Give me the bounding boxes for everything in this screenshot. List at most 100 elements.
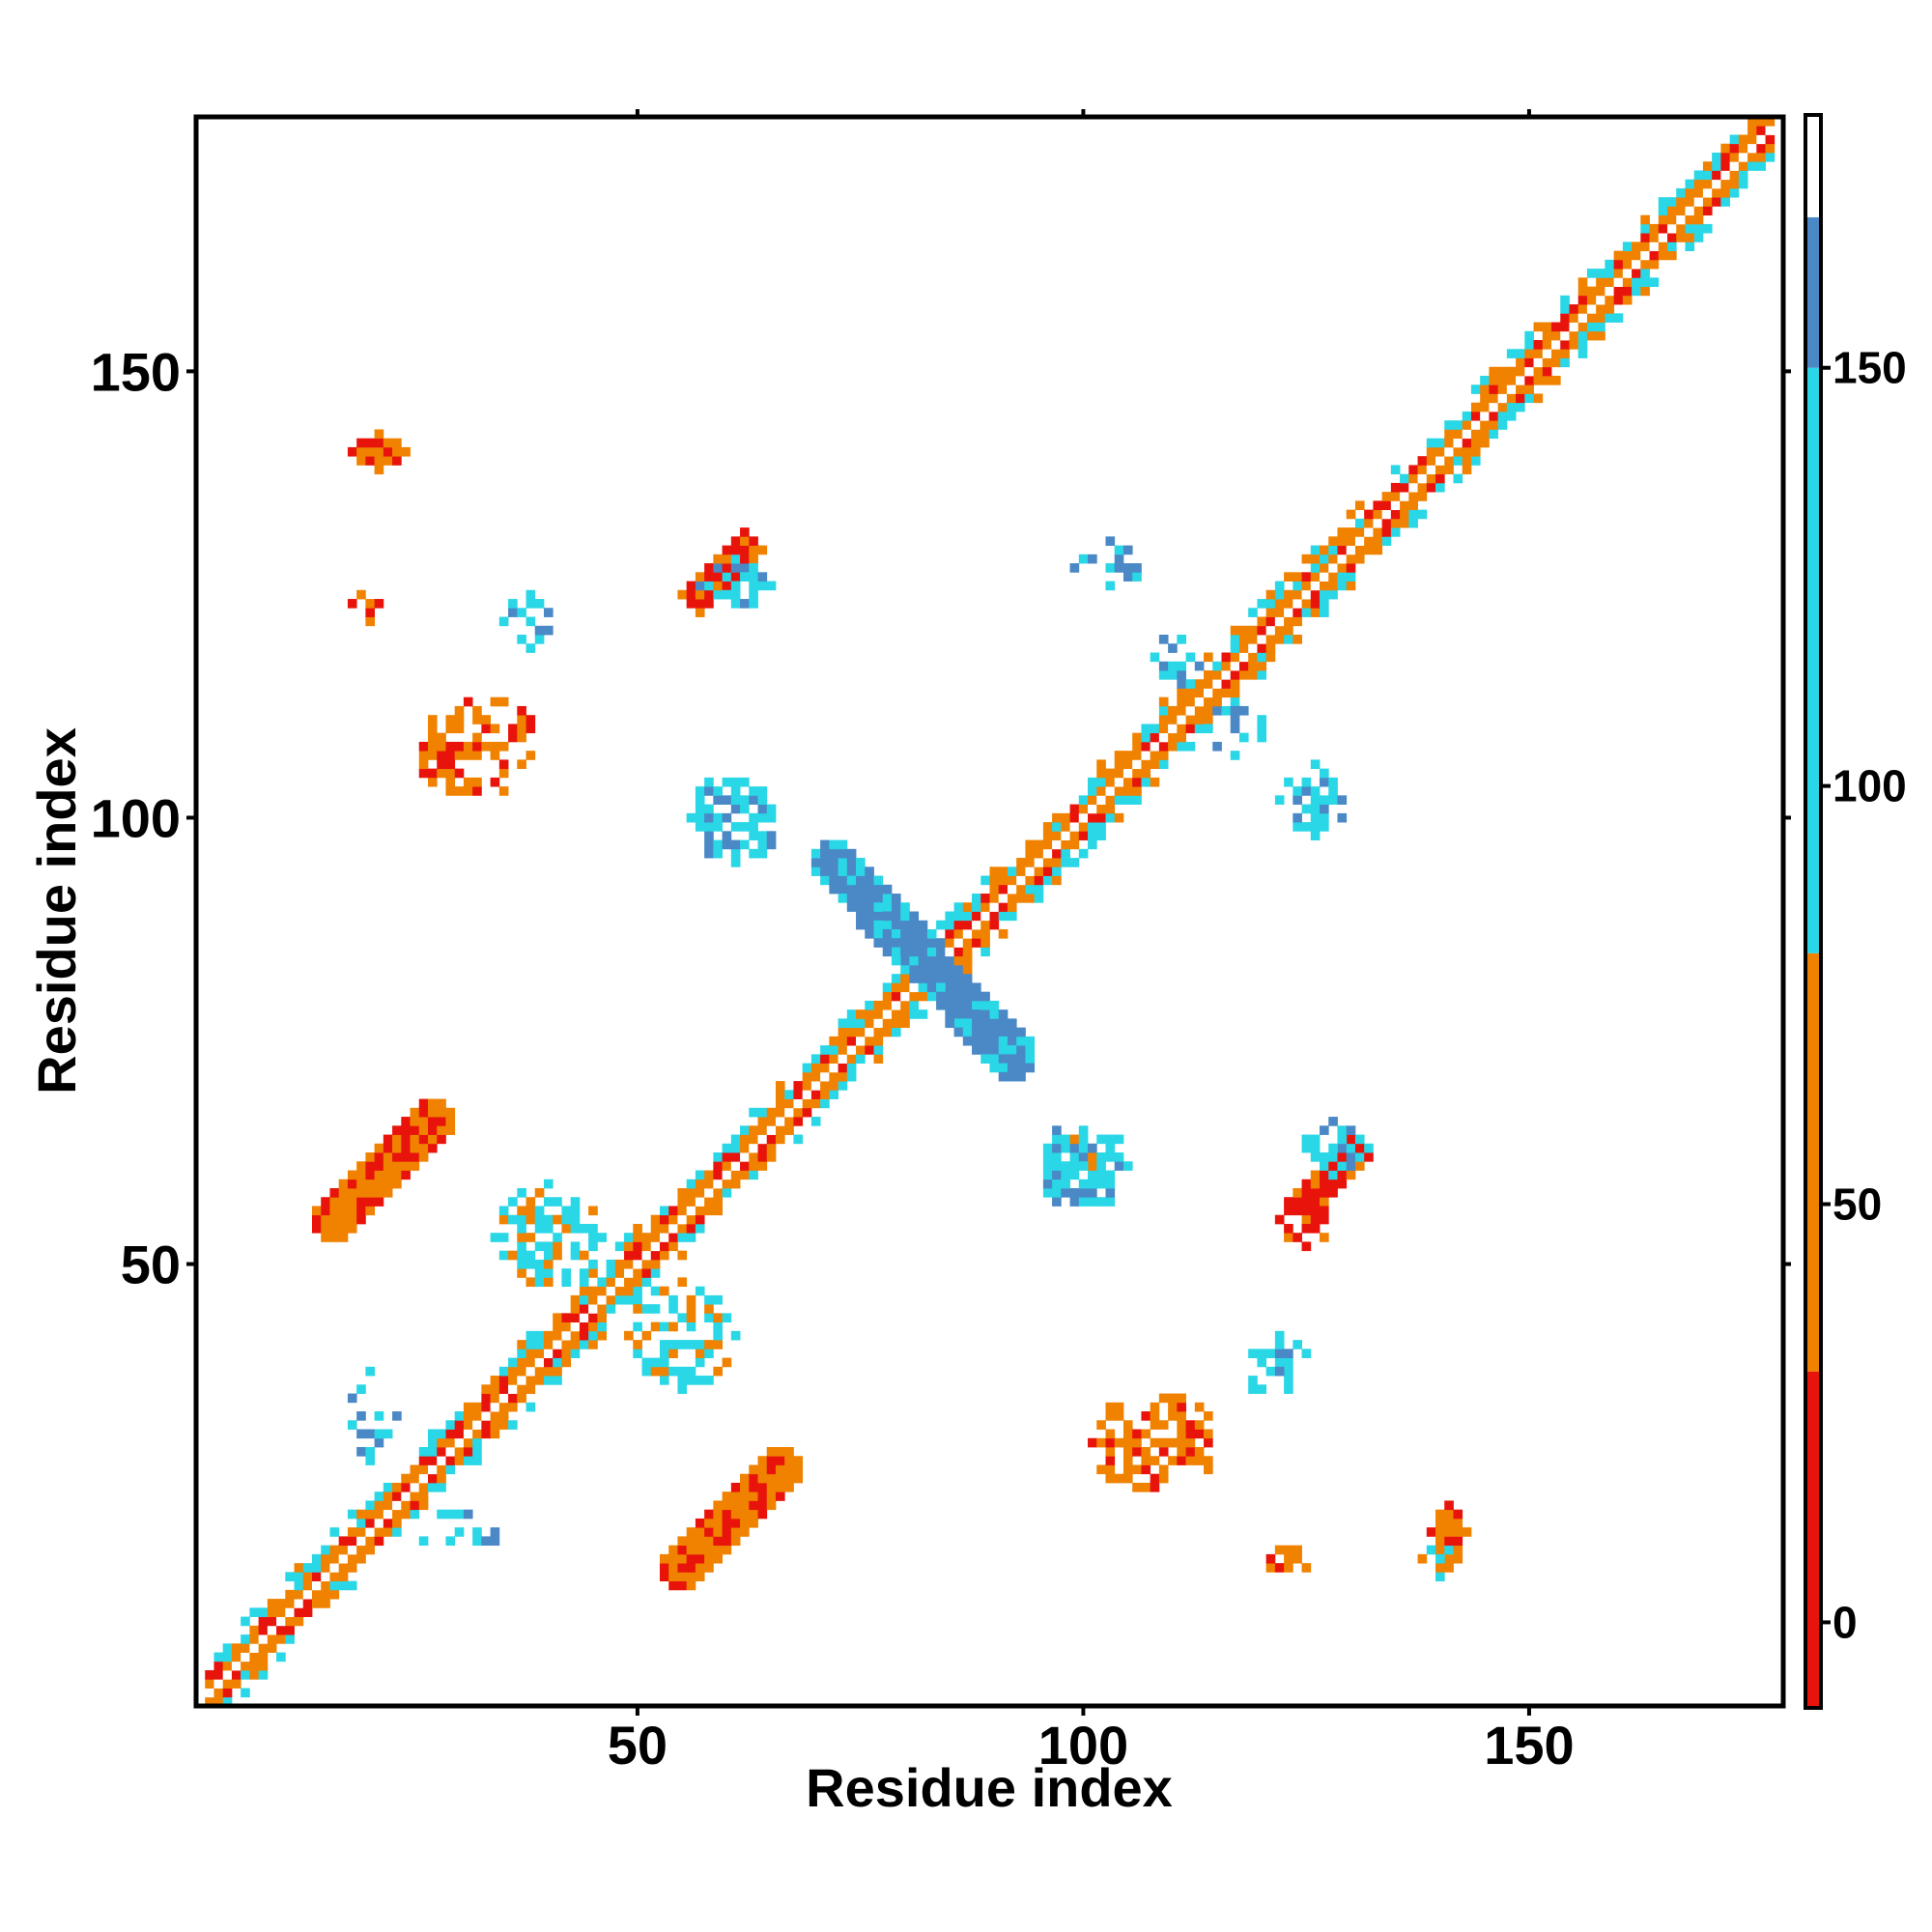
heatmap-cell xyxy=(1052,812,1062,823)
heatmap-cell xyxy=(1381,536,1392,546)
heatmap-cell xyxy=(481,1429,491,1439)
heatmap-cell xyxy=(650,1321,661,1332)
heatmap-cell xyxy=(1265,625,1276,636)
heatmap-cell xyxy=(633,1268,642,1278)
heatmap-cell xyxy=(517,732,526,743)
heatmap-cell xyxy=(1462,446,1472,457)
heatmap-cell xyxy=(1408,518,1418,528)
heatmap-cell xyxy=(347,1420,357,1430)
heatmap-cell xyxy=(553,1376,562,1385)
heatmap-cell xyxy=(614,1286,625,1296)
heatmap-cell xyxy=(668,1214,678,1225)
heatmap-cell xyxy=(427,741,438,752)
heatmap-cell xyxy=(998,875,1009,886)
heatmap-cell xyxy=(1426,446,1436,457)
heatmap-cell xyxy=(1328,1117,1338,1126)
heatmap-cell xyxy=(695,1340,705,1350)
heatmap-cell xyxy=(490,1420,500,1430)
heatmap-cell xyxy=(490,1536,500,1547)
heatmap-cell xyxy=(953,1000,964,1010)
heatmap-cell xyxy=(659,1321,669,1332)
heatmap-cell xyxy=(1194,688,1205,698)
heatmap-cell xyxy=(686,1321,696,1332)
heatmap-cell xyxy=(579,1340,589,1350)
heatmap-cell xyxy=(1390,482,1401,493)
heatmap-cell xyxy=(659,1376,669,1385)
heatmap-cell xyxy=(1141,1456,1151,1465)
heatmap-cell xyxy=(704,822,714,832)
heatmap-cell xyxy=(989,920,1000,930)
heatmap-cell xyxy=(704,589,714,600)
heatmap-cell xyxy=(1310,831,1321,840)
heatmap-cell xyxy=(686,1313,696,1323)
heatmap-cell xyxy=(1301,777,1312,787)
heatmap-cell xyxy=(695,795,705,805)
heatmap-cell xyxy=(1676,187,1686,198)
heatmap-cell xyxy=(321,1233,330,1242)
heatmap-cell xyxy=(561,1349,572,1358)
heatmap-cell xyxy=(1212,741,1222,752)
heatmap-cell xyxy=(1453,1518,1463,1528)
heatmap-cell xyxy=(1480,393,1490,404)
heatmap-cell xyxy=(1693,223,1704,234)
heatmap-cell xyxy=(624,1250,634,1261)
heatmap-cell xyxy=(810,867,821,876)
heatmap-cell xyxy=(1061,812,1070,823)
heatmap-cell xyxy=(1533,366,1544,377)
heatmap-cell xyxy=(730,1509,741,1520)
heatmap-cell xyxy=(1293,786,1302,796)
heatmap-cell xyxy=(285,1625,295,1635)
heatmap-cell xyxy=(1284,1349,1293,1358)
heatmap-cell xyxy=(1756,134,1766,145)
heatmap-cell xyxy=(972,902,981,912)
heatmap-cell xyxy=(713,1179,723,1189)
heatmap-cell xyxy=(713,1509,723,1520)
heatmap-cell xyxy=(561,1268,572,1278)
heatmap-cell xyxy=(231,1679,242,1689)
heatmap-cell xyxy=(704,1340,714,1350)
heatmap-cell xyxy=(526,1349,536,1358)
heatmap-cell xyxy=(766,1107,777,1118)
heatmap-cell xyxy=(365,1500,376,1511)
heatmap-cell xyxy=(972,1018,981,1029)
heatmap-cell xyxy=(1337,1125,1348,1135)
heatmap-cell xyxy=(1141,1411,1151,1421)
heatmap-cell xyxy=(365,616,376,627)
heatmap-cell xyxy=(1489,366,1499,377)
heatmap-cell xyxy=(1078,831,1089,840)
heatmap-cell xyxy=(1284,1233,1293,1242)
heatmap-cell xyxy=(374,429,384,440)
heatmap-cell xyxy=(1417,473,1428,484)
heatmap-cell xyxy=(427,1482,438,1492)
heatmap-cell xyxy=(722,1357,732,1368)
heatmap-cell xyxy=(668,1563,678,1573)
heatmap-cell xyxy=(659,1286,669,1296)
heatmap-cell xyxy=(1034,858,1044,867)
heatmap-cell xyxy=(1632,269,1641,278)
heatmap-cell xyxy=(1105,563,1116,573)
heatmap-cell xyxy=(1141,1446,1151,1457)
heatmap-cell xyxy=(918,920,928,930)
heatmap-cell xyxy=(472,1536,482,1547)
heatmap-cell xyxy=(624,1259,634,1269)
heatmap-cell xyxy=(865,867,874,876)
heatmap-cell xyxy=(472,777,482,787)
heatmap-cell xyxy=(802,1063,812,1073)
heatmap-cell xyxy=(472,715,482,724)
heatmap-cell xyxy=(918,974,928,983)
heatmap-cell xyxy=(1293,581,1302,591)
heatmap-cell xyxy=(686,1553,696,1564)
heatmap-cell xyxy=(1444,1527,1454,1537)
heatmap-cell xyxy=(588,1286,598,1296)
heatmap-cell xyxy=(1426,465,1436,475)
heatmap-cell xyxy=(740,1161,750,1171)
heatmap-cell xyxy=(347,1187,357,1198)
heatmap-cell xyxy=(713,589,723,600)
heatmap-cell xyxy=(302,1599,313,1608)
heatmap-cell xyxy=(553,1197,562,1207)
heatmap-cell xyxy=(624,1277,634,1288)
heatmap-cell xyxy=(1632,259,1641,270)
heatmap-cell xyxy=(784,1117,794,1126)
heatmap-cell xyxy=(445,741,456,752)
heatmap-cell xyxy=(668,1304,678,1314)
